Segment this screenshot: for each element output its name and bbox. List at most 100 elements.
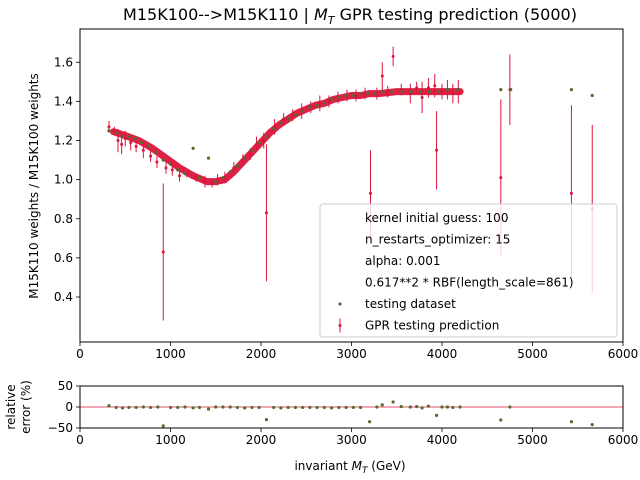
relative-error-point xyxy=(569,420,574,424)
relative-error-point xyxy=(168,405,173,410)
x-axis-label: invariant MT (GeV) xyxy=(294,459,405,476)
chart-title-math: M xyxy=(314,5,328,24)
prediction-point xyxy=(170,168,174,172)
relative-error-point xyxy=(235,405,240,410)
residual-y-label-line1: relative xyxy=(4,384,18,429)
relative-error-point xyxy=(161,424,165,428)
relative-error-point xyxy=(141,405,145,409)
relative-error-point xyxy=(508,405,512,409)
chart-title: M15K100-->M15K110 | MT GPR testing predi… xyxy=(123,5,577,27)
relative-error-point xyxy=(243,406,247,410)
testing-dataset-point xyxy=(154,150,158,154)
relative-error-point xyxy=(148,405,153,410)
testing-dataset-point xyxy=(373,91,377,96)
relative-error-point xyxy=(451,405,455,410)
testing-dataset-point xyxy=(114,131,118,135)
residual-x-tick-label: 0 xyxy=(76,433,84,447)
testing-dataset-point xyxy=(455,88,459,92)
main-x-tick-label: 6000 xyxy=(608,347,639,361)
testing-dataset-point xyxy=(221,176,225,180)
relative-error-points xyxy=(107,400,594,428)
legend-label: alpha: 0.001 xyxy=(365,254,440,268)
relative-error-point xyxy=(176,405,180,410)
relative-error-point xyxy=(368,420,372,424)
x-axis-label-sub: T xyxy=(362,466,369,476)
prediction-point xyxy=(155,160,159,164)
prediction-point xyxy=(363,92,367,96)
legend-label: GPR testing prediction xyxy=(365,319,499,333)
legend-label: kernel initial guess: 100 xyxy=(365,211,508,225)
testing-dataset-point xyxy=(301,109,305,113)
prediction-point xyxy=(194,176,198,180)
testing-dataset-point xyxy=(381,90,385,94)
legend-label: n_restarts_optimizer: 15 xyxy=(365,233,510,247)
relative-error-point xyxy=(426,404,431,408)
chart-title-sub: T xyxy=(328,14,336,27)
main-x-tick-label: 1000 xyxy=(155,347,186,361)
main-y-tick-label: 1.4 xyxy=(54,94,73,108)
testing-dataset-point xyxy=(322,101,326,105)
prediction-point xyxy=(254,142,258,146)
relative-error-point xyxy=(391,400,395,404)
prediction-point xyxy=(210,182,214,186)
main-y-axis-label: M15K110 weights / M15K100 weights xyxy=(27,73,41,299)
testing-dataset-point xyxy=(214,179,218,184)
relative-error-point xyxy=(322,405,326,410)
prediction-point xyxy=(327,99,331,103)
testing-dataset-point xyxy=(176,168,180,172)
prediction-point xyxy=(120,142,124,146)
residual-x-tick-label: 3000 xyxy=(336,433,367,447)
main-y-ticks: 0.4 0.6 0.8 1.0 1.2 1.4 1.6 xyxy=(54,55,80,304)
relative-error-point xyxy=(250,405,254,410)
testing-dataset-point xyxy=(400,90,404,94)
x-axis-label-tail: (GeV) xyxy=(367,459,405,473)
relative-error-point xyxy=(458,405,462,409)
relative-error-point xyxy=(120,406,125,410)
testing-dataset-point xyxy=(272,127,276,131)
prediction-point xyxy=(291,113,295,117)
main-x-tick-label: 4000 xyxy=(427,347,458,361)
testing-dataset-point xyxy=(191,146,195,150)
main-y-tick-label: 1.6 xyxy=(54,55,73,69)
relative-error-point xyxy=(114,405,118,410)
relative-error-point xyxy=(127,405,131,410)
testing-dataset-point xyxy=(168,162,173,166)
main-x-ticks: 0 1000 2000 3000 4000 5000 6000 xyxy=(76,342,638,361)
main-y-tick-label: 1.0 xyxy=(54,173,73,187)
prediction-point xyxy=(282,117,286,121)
relative-error-point xyxy=(191,406,195,410)
testing-dataset-point xyxy=(161,158,165,162)
prediction-point xyxy=(178,174,182,178)
main-y-tick-label: 0.6 xyxy=(54,251,73,265)
relative-error-point xyxy=(183,405,187,409)
prediction-point xyxy=(380,74,384,78)
prediction-point xyxy=(391,54,395,58)
testing-dataset-point xyxy=(509,88,513,92)
x-axis-label-main: invariant xyxy=(294,459,351,473)
chart-title-tail: GPR testing prediction (5000) xyxy=(335,5,577,24)
legend-label: testing dataset xyxy=(365,297,456,311)
relative-error-point xyxy=(272,405,276,410)
testing-dataset-point xyxy=(436,90,440,94)
testing-dataset-point xyxy=(197,176,202,180)
relative-error-point xyxy=(257,405,261,410)
relative-error-point xyxy=(286,405,290,410)
relative-error-point xyxy=(279,406,283,410)
testing-dataset-point xyxy=(107,129,111,133)
testing-dataset-point xyxy=(147,144,151,148)
relative-error-point xyxy=(134,405,138,410)
prediction-point xyxy=(499,176,503,180)
prediction-point xyxy=(426,86,430,90)
testing-dataset-point xyxy=(243,156,247,160)
prediction-point xyxy=(203,180,207,184)
testing-dataset-point xyxy=(308,105,312,109)
residual-x-ticks: 0 1000 2000 3000 4000 5000 6000 xyxy=(76,428,638,447)
prediction-point xyxy=(116,139,120,143)
residual-x-tick-label: 1000 xyxy=(155,433,186,447)
relative-error-point xyxy=(590,423,594,427)
residual-y-tick-label: 0 xyxy=(65,400,73,414)
relative-error-point xyxy=(415,404,419,409)
residual-x-tick-label: 5000 xyxy=(517,433,548,447)
